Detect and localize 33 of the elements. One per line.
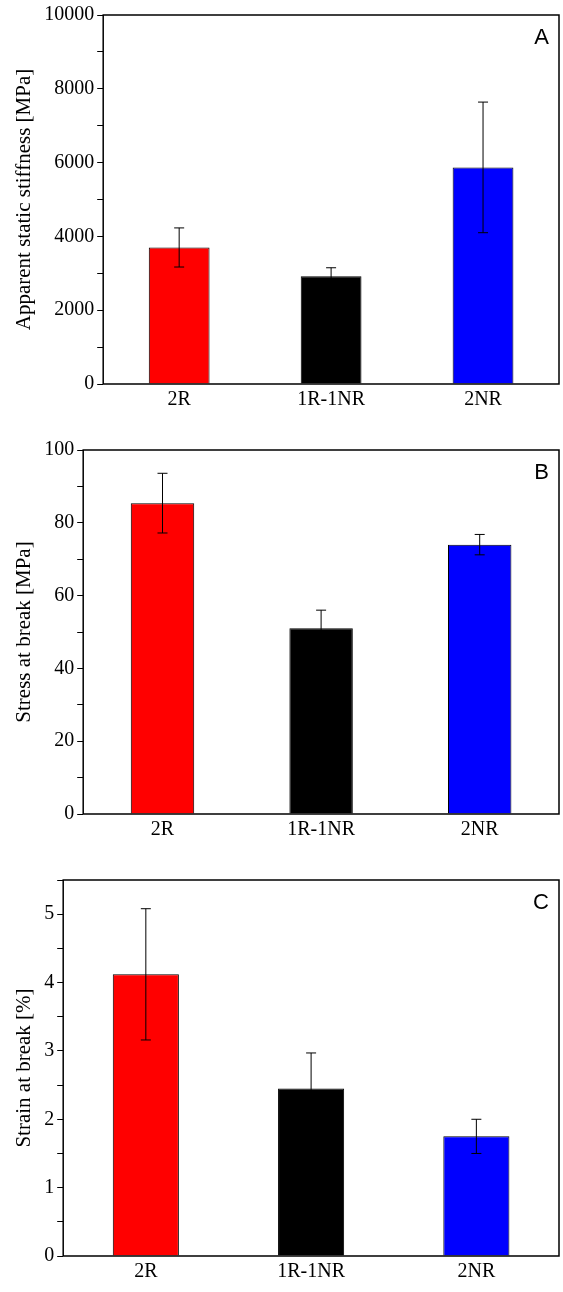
x-tick-label: 1R-1NR [277,1259,346,1282]
y-tick-label: 2000 [54,297,95,320]
y-tick-label: 80 [54,510,75,533]
annotation: B [534,459,549,485]
y-tick-label: 1 [44,1174,55,1197]
y-tick-label: 5 [44,901,55,924]
y-tick-label: 4000 [54,223,95,246]
y-tick-label: 6000 [54,149,95,172]
y-tick-label: 4 [44,969,55,992]
y-tick-label: 2 [44,1106,55,1129]
y-tick-label: 8000 [54,76,95,99]
y-tick-label: 0 [64,801,75,824]
y-axis-title: Apparent static stiffness [MPa] [11,68,36,331]
x-tick-label: 2R [134,1259,159,1282]
x-tick-label: 1R-1NR [297,387,366,410]
x-tick-label: 2NR [460,817,500,840]
y-tick-label: 60 [54,582,75,605]
y-tick-label: 40 [54,655,75,678]
y-axis-title: Strain at break [%] [11,988,36,1148]
y-axis-title: Stress at break [MPa] [11,541,36,723]
x-tick-label: 2R [150,817,175,840]
y-tick-label: 3 [44,1038,55,1061]
y-tick-label: 0 [44,1243,55,1266]
x-tick-label: 2R [167,387,192,410]
y-tick-label: 100 [44,437,75,460]
y-tick-label: 10000 [44,2,95,25]
x-tick-label: 2NR [464,387,503,410]
annotation: C [533,889,550,915]
x-tick-label: 1R-1NR [287,817,356,840]
y-tick-label: 0 [84,371,95,394]
y-tick-label: 20 [54,728,75,751]
annotation: A [534,24,550,50]
x-tick-label: 2NR [457,1259,496,1282]
